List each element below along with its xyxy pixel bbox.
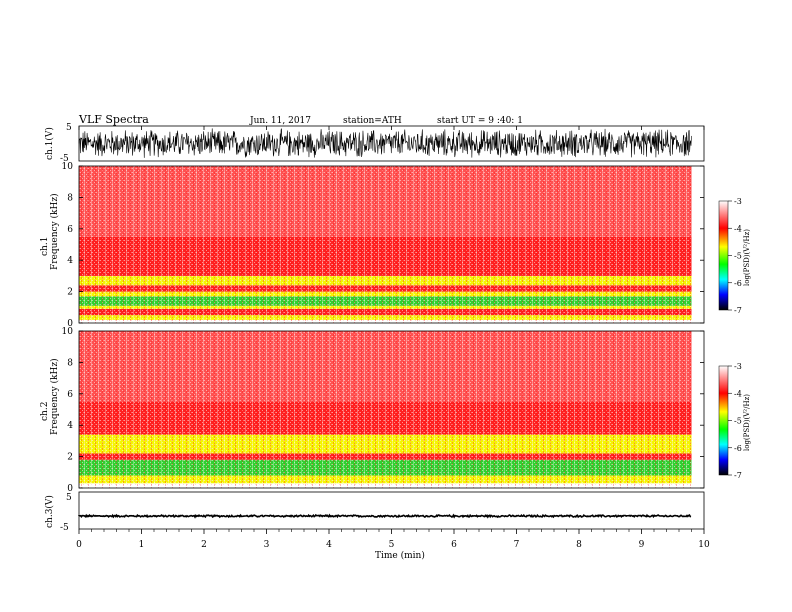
header-date: Jun. 11, 2017	[249, 116, 311, 126]
colorbar-tick-label: -5	[734, 252, 742, 261]
xtick-label: 5	[389, 540, 395, 550]
xtick-label: 7	[514, 540, 520, 550]
colorbar-tick-label: -4	[734, 389, 742, 398]
ytick-label: 2	[67, 453, 73, 463]
ytick-label: 6	[67, 225, 73, 235]
ytick-label: 10	[62, 327, 74, 337]
ytick-label: 0	[67, 319, 73, 329]
ch2-spectrogram-ylabel-channel: ch.2	[40, 402, 50, 421]
colorbar-tick-label: -6	[734, 279, 742, 288]
xtick-label: 10	[698, 540, 710, 550]
ch1-waveform-trace	[78, 127, 692, 158]
ch1-spectrogram-ylabel: Frequency (kHz)	[49, 193, 60, 270]
ch3-ytick-bottom: -5	[60, 523, 69, 533]
xtick-label: 8	[576, 540, 582, 550]
xtick-label: 4	[326, 540, 332, 550]
ytick-label: 4	[67, 421, 73, 431]
ch2-spectrogram-ylabel: Frequency (kHz)	[49, 358, 60, 435]
colorbar-tick-label: -3	[734, 197, 742, 206]
time-axis-label: Time (min)	[375, 550, 425, 561]
xtick-label: 0	[76, 540, 82, 550]
xtick-label: 6	[451, 540, 457, 550]
xtick-label: 3	[264, 540, 270, 550]
ytick-label: 8	[67, 193, 73, 203]
panel-frame	[78, 165, 705, 324]
colorbar-tick-label: -3	[734, 362, 742, 371]
ch1-colorbar-ticks: -3 -4 -5 -6 -7	[728, 197, 742, 315]
ch3-ytick-top: 5	[66, 493, 72, 503]
ch3-waveform-trace	[78, 513, 692, 519]
time-axis: 0 1 2 3 4 5 6 7 8 9 10	[76, 126, 710, 550]
panel-frame	[78, 491, 705, 530]
header-station: station=ATH	[343, 116, 402, 126]
ch2-colorbar-label: log(PSD)(V²/Hz)	[743, 394, 751, 451]
ch1-ytick-top: 5	[66, 123, 72, 133]
ch1-colorbar-label: log(PSD)(V²/Hz)	[743, 229, 751, 286]
colorbar-tick-label: -5	[734, 417, 742, 426]
colorbar-tick-label: -4	[734, 224, 742, 233]
ch1-spectrogram-ylabel-channel: ch.1	[40, 237, 50, 256]
ytick-label: 6	[67, 390, 73, 400]
colorbar-tick-label: -7	[734, 306, 742, 315]
ytick-label: 2	[67, 288, 73, 298]
colorbar-tick-label: -6	[734, 444, 742, 453]
ch1-colorbar	[718, 200, 729, 311]
ch2-colorbar-ticks: -3 -4 -5 -6 -7	[728, 362, 742, 480]
header-start-ut: start UT = 9 :40: 1	[437, 116, 523, 126]
ytick-label: 4	[67, 256, 73, 266]
panel-ch3-waveform: 5 -5 ch.3(V)	[44, 491, 705, 533]
ch2-colorbar	[718, 365, 729, 476]
xtick-label: 9	[639, 540, 645, 550]
ch1-spectrogram-streaks	[79, 166, 691, 323]
ch1-ytick-bottom: -5	[60, 154, 69, 164]
ch1-spectrogram-yticks: 0 2 4 6 8 10	[62, 162, 704, 329]
ytick-label: 0	[67, 484, 73, 494]
ytick-label: 10	[62, 162, 74, 172]
figure-title: VLF Spectra	[78, 113, 149, 126]
panel-ch1-waveform: 5 -5 ch.1(V)	[44, 123, 705, 164]
xtick-label: 2	[201, 540, 207, 550]
panel-frame	[78, 330, 705, 489]
colorbar-tick-label: -7	[734, 471, 742, 480]
ch3-waveform-ylabel: ch.3(V)	[44, 495, 55, 528]
ytick-label: 8	[67, 358, 73, 368]
ch1-waveform-ylabel: ch.1(V)	[44, 127, 55, 160]
xtick-label: 1	[139, 540, 145, 550]
ch2-spectrogram-yticks: 0 2 4 6 8 10	[62, 327, 704, 494]
ch2-spectrogram-streaks	[79, 331, 691, 488]
